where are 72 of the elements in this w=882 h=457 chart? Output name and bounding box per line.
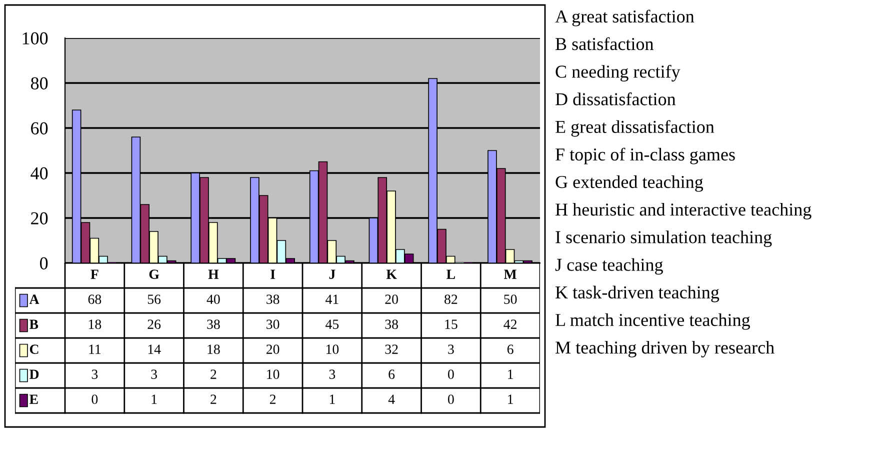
data-label: 2 [210, 394, 216, 404]
data-label: 26 [148, 320, 161, 329]
data-label: 50 [504, 294, 517, 304]
text: G extended teaching [556, 175, 704, 192]
legend-label: A [29, 294, 40, 304]
x-tick-label: K [386, 270, 397, 279]
data-label: 1 [330, 394, 335, 404]
data-label: 0 [448, 370, 454, 379]
text: H heuristic and interactive teaching [556, 202, 812, 220]
data-label: 0 [448, 394, 454, 404]
data-label: 1 [508, 394, 513, 404]
text: A great satisfaction [555, 10, 694, 26]
data-label: 42 [504, 320, 516, 329]
data-label: 68 [88, 294, 102, 304]
x-tick-label: F [90, 270, 98, 279]
data-label: 20 [266, 344, 280, 354]
data-label: 0 [92, 394, 98, 404]
data-label: 38 [207, 320, 220, 329]
text: E great dissatisfaction [556, 120, 714, 137]
y-tick-label: 100 [22, 32, 48, 44]
data-label: 18 [208, 344, 220, 354]
y-tick-label: 60 [31, 122, 48, 134]
data-label: 38 [385, 320, 398, 329]
text: M teaching driven by research [556, 340, 774, 358]
text: L match incentive teaching [556, 313, 750, 330]
text: I scenario simulation teaching [556, 230, 772, 248]
y-tick-label: 40 [30, 167, 48, 180]
text: C needing rectify [556, 64, 680, 82]
text: J case teaching [555, 258, 663, 275]
y-tick-label: 20 [31, 212, 48, 224]
data-label: 11 [89, 344, 101, 354]
y-tick-label: 0 [40, 257, 48, 270]
text: D dissatisfaction [556, 92, 676, 106]
text: B satisfaction [556, 37, 654, 50]
data-label: 40 [206, 294, 220, 304]
data-label: 3 [329, 370, 336, 379]
x-tick-label: G [149, 270, 160, 279]
data-label: 30 [266, 320, 280, 329]
data-label: 1 [508, 370, 513, 379]
data-label: 38 [266, 294, 280, 304]
data-label: 20 [385, 294, 398, 304]
data-label: 18 [88, 320, 102, 329]
data-label: 6 [388, 370, 395, 379]
x-tick-label: M [504, 270, 516, 279]
data-label: 32 [385, 344, 398, 354]
x-tick-label: L [446, 270, 455, 279]
legend-label: B [29, 320, 38, 329]
legend-label: E [29, 394, 38, 404]
legend-label: D [29, 370, 39, 379]
y-tick-label: 80 [30, 77, 48, 90]
x-tick-label: I [270, 270, 276, 279]
x-tick-label: J [329, 270, 336, 279]
data-label: 3 [92, 370, 98, 379]
data-label: 6 [507, 344, 514, 354]
text: K task-driven teaching [556, 286, 720, 302]
data-label: 15 [445, 320, 458, 329]
data-label: 2 [270, 394, 276, 404]
data-label: 1 [152, 394, 157, 404]
data-label: 2 [210, 370, 216, 379]
data-label: 10 [326, 344, 339, 354]
data-label: 4 [388, 394, 395, 404]
data-label: 82 [444, 294, 458, 304]
data-label: 41 [326, 294, 338, 304]
data-label: 56 [148, 294, 161, 304]
data-label: 3 [448, 344, 454, 354]
legend-label: C [30, 344, 38, 354]
text: F topic of in-class games [556, 148, 735, 164]
data-label: 3 [151, 370, 157, 379]
x-tick-label: H [208, 270, 219, 279]
data-label: 45 [326, 320, 339, 329]
data-label: 10 [267, 370, 280, 379]
data-label: 14 [148, 344, 161, 354]
